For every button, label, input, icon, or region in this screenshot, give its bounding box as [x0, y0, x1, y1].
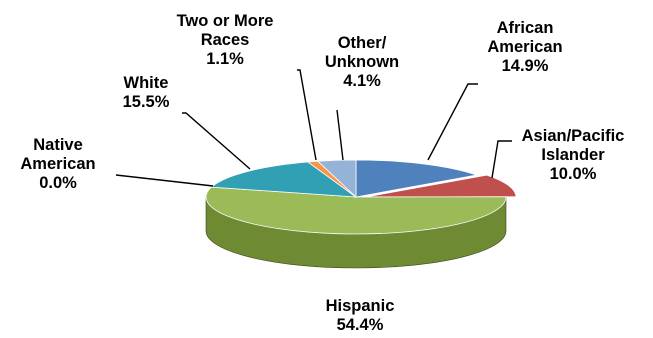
pie-tops	[205, 159, 517, 235]
slice-label-line-african-american: African	[497, 19, 554, 37]
leader-line-african-american	[427, 83, 478, 161]
slice-label-line-african-american: American	[487, 38, 562, 56]
slice-value-asian-pacific-islander: 10.0%	[550, 165, 597, 183]
slice-label-line-white: White	[124, 74, 169, 92]
slice-label-line-other-unknown: Other/	[338, 34, 387, 52]
leader-line-other-unknown	[336, 109, 344, 161]
slice-label-line-hispanic: Hispanic	[326, 297, 395, 315]
pie-slice-hispanic	[205, 186, 507, 235]
leader-line-white	[182, 112, 251, 170]
pie-slice-asian-pacific-islander	[365, 174, 517, 198]
slice-label-line-asian-pacific-islander: Islander	[541, 146, 605, 164]
slice-value-white: 15.5%	[123, 93, 170, 111]
slice-label-line-two-or-more-races: Two or More	[177, 12, 274, 30]
leader-line-two-or-more-races	[297, 69, 317, 161]
leader-line-asian-pacific-islander	[491, 140, 512, 179]
pie-slice-african-american	[355, 159, 477, 198]
slice-value-other-unknown: 4.1%	[343, 72, 381, 90]
slice-label-line-two-or-more-races: Races	[201, 31, 250, 49]
slice-label-line-other-unknown: Unknown	[325, 53, 399, 71]
slice-value-hispanic: 54.4%	[337, 316, 384, 334]
pie-slice-other-unknown	[316, 159, 357, 198]
slice-label-line-native-american: Native	[33, 136, 83, 154]
slice-value-native-american: 0.0%	[39, 174, 77, 192]
slice-label-line-native-american: American	[20, 155, 95, 173]
slice-value-two-or-more-races: 1.1%	[206, 50, 244, 68]
slice-label-line-asian-pacific-islander: Asian/Pacific	[522, 127, 625, 145]
slice-value-african-american: 14.9%	[502, 57, 549, 75]
leader-line-native-american	[115, 174, 214, 187]
